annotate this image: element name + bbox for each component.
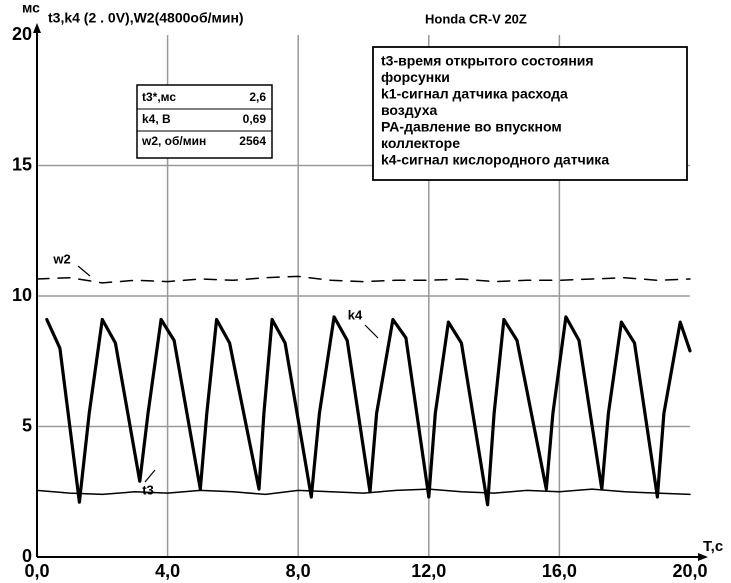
series-label: k4 bbox=[348, 307, 363, 322]
info-value: 2564 bbox=[239, 134, 266, 148]
legend-box bbox=[372, 46, 688, 181]
y-axis-arrow bbox=[33, 23, 41, 33]
series-line bbox=[36, 275, 691, 284]
label-arrow bbox=[77, 265, 91, 277]
legend-text: k1-сигнал датчика расхода bbox=[381, 86, 568, 102]
info-value: 2,6 bbox=[249, 90, 266, 104]
series-line bbox=[45, 315, 692, 507]
legend-text: k4-сигнал кислородного датчика bbox=[381, 152, 609, 168]
y-tick-label: 5 bbox=[22, 415, 32, 435]
x-axis-arrow bbox=[698, 553, 708, 561]
x-tick-label: 8,0 bbox=[286, 561, 311, 581]
info-label: t3*,мс bbox=[142, 90, 176, 104]
y-tick-label: 20 bbox=[12, 24, 32, 44]
series-label: t3 bbox=[142, 482, 154, 497]
legend-text: t3-время открытого состояния bbox=[381, 53, 594, 69]
y-tick-label: 0 bbox=[22, 546, 32, 566]
legend-text: форсунки bbox=[381, 69, 450, 85]
label-arrow bbox=[144, 469, 156, 483]
series-label: w2 bbox=[52, 251, 70, 266]
legend-text: коллекторе bbox=[381, 135, 460, 151]
info-label: w2, об/мин bbox=[141, 134, 206, 148]
info-box bbox=[136, 84, 273, 159]
x-tick-label: 12,0 bbox=[411, 561, 446, 581]
x-tick-label: 16,0 bbox=[542, 561, 577, 581]
info-label: k4, В bbox=[142, 112, 171, 126]
chart-title: t3,k4 (2 . 0V),W2(4800об/мин) bbox=[48, 10, 244, 26]
y-tick-label: 10 bbox=[12, 285, 32, 305]
label-arrow bbox=[364, 324, 379, 339]
x-axis-label: Т,с bbox=[703, 538, 723, 555]
x-tick-label: 4,0 bbox=[155, 561, 180, 581]
info-value: 0,69 bbox=[243, 112, 267, 126]
legend-text: PA-давление во впускном bbox=[381, 119, 562, 135]
x-tick-label: 20,0 bbox=[672, 561, 707, 581]
y-axis-label: мс bbox=[22, 0, 40, 16]
chart-subtitle: Honda CR-V 20Z bbox=[425, 11, 527, 26]
series-line bbox=[36, 488, 691, 496]
x-tick-label: 0,0 bbox=[24, 561, 49, 581]
y-tick-label: 15 bbox=[12, 154, 32, 174]
legend-text: воздуха bbox=[381, 102, 438, 118]
